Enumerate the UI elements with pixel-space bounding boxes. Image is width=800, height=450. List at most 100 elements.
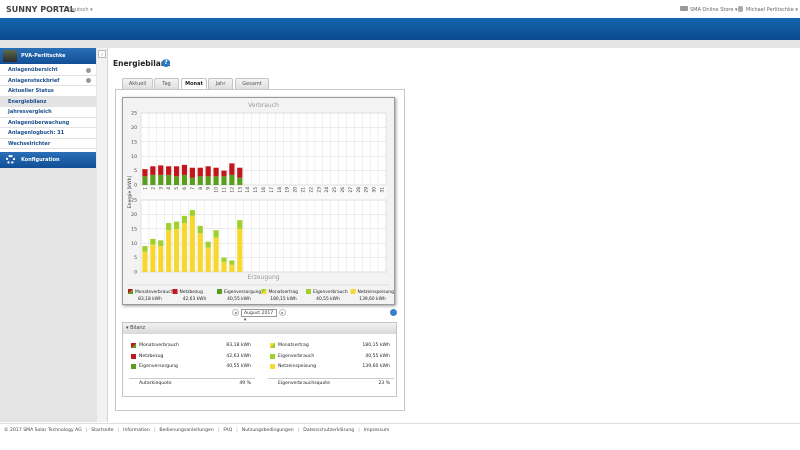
bar <box>221 170 227 177</box>
bilanz-icon <box>270 364 275 369</box>
footer-link[interactable]: Datenschutzerklärung <box>303 428 355 433</box>
next-month[interactable]: ▸ <box>279 309 286 316</box>
y-tick-label: 25 <box>131 111 137 117</box>
y-tick-label: 5 <box>134 255 137 261</box>
bar <box>166 223 172 231</box>
sidebar: PVA-Perlitschke Anlagenübersicht Anlagens… <box>0 48 96 168</box>
export-icon[interactable] <box>390 309 397 316</box>
help-icon[interactable]: ? <box>162 59 170 67</box>
month: August 2017 <box>244 311 274 316</box>
menu-item[interactable]: Energiebilanz <box>0 96 96 107</box>
bar <box>237 177 243 185</box>
footer-link[interactable]: Bedienungsanleitungen <box>159 428 214 433</box>
menu-item[interactable]: Anlagenüberwachung <box>0 118 96 128</box>
x-tick-label: 18 <box>277 187 283 193</box>
bar <box>158 174 164 185</box>
config-label: Konfiguration <box>21 157 60 163</box>
x-tick-label: 4 <box>166 187 172 190</box>
plant-image <box>3 50 17 62</box>
plant-header[interactable]: PVA-Perlitschke <box>0 48 96 64</box>
footer-link[interactable]: Nutzungsbedingungen <box>241 428 294 433</box>
x-tick-label: 3 <box>158 187 164 190</box>
bar <box>189 215 195 272</box>
bar <box>229 174 235 185</box>
panel <box>115 89 405 411</box>
copyright: © 2017 SMA Solar Technology AG <box>4 428 82 433</box>
bar <box>197 176 203 185</box>
footer-link[interactable]: FAQ <box>223 428 233 433</box>
divider <box>129 378 255 379</box>
footer-link[interactable]: Information <box>123 428 150 433</box>
bar <box>150 166 156 175</box>
y-axis-label: Energie [kWh] <box>127 175 133 208</box>
bilanz-icon <box>270 353 275 359</box>
legend-swatch <box>217 289 222 294</box>
tab[interactable]: Monat <box>181 78 207 90</box>
bar <box>213 167 219 177</box>
x-tick-label: 6 <box>182 187 188 190</box>
bar <box>181 164 188 175</box>
x-tick-label: 30 <box>372 187 378 193</box>
bilanz-icon <box>131 343 136 348</box>
menu-item[interactable]: Jahresvergleich <box>0 107 96 118</box>
bar <box>150 244 156 272</box>
separator: | <box>117 428 120 433</box>
tab[interactable]: Gesamt <box>235 78 269 89</box>
y-tick-label: 10 <box>131 154 137 160</box>
x-tick-label: 28 <box>356 187 362 193</box>
quote-label: Autarkiequote <box>139 381 172 386</box>
quote-label: Eigenverbrauchsquote <box>278 381 330 386</box>
gear-icon <box>6 155 15 164</box>
language-select[interactable]: Deutsch ▾ <box>68 7 93 13</box>
month-select[interactable]: August 2017 ▾ <box>241 309 277 323</box>
menu-item[interactable]: Aktueller Status <box>0 86 96 97</box>
bilanz-header[interactable]: ▾ Bilanz <box>123 323 396 334</box>
y-tick-label: 10 <box>131 241 137 247</box>
tab[interactable]: Jahr <box>208 78 233 89</box>
tab[interactable]: Aktuell <box>122 78 153 89</box>
separator: | <box>297 428 300 433</box>
footer-link[interactable]: Startseite <box>91 428 114 433</box>
bilanz-value: 40,55 kWh <box>226 364 251 369</box>
collapse-button[interactable]: ‹ <box>98 50 106 58</box>
bar <box>237 167 243 178</box>
bar <box>237 220 243 229</box>
bar <box>205 166 211 177</box>
quote-value: 23 % <box>378 381 390 386</box>
bar <box>142 251 148 272</box>
store-link[interactable]: SMA Online Store ▾ <box>690 7 738 13</box>
menu-item[interactable]: Wechselrichter <box>0 139 96 149</box>
store: SMA Online Store <box>690 7 734 13</box>
plot-area <box>140 112 387 186</box>
x-tick-label: 11 <box>221 187 227 193</box>
bar <box>221 261 227 272</box>
quote-value: 49 % <box>239 381 251 386</box>
bar <box>181 223 188 272</box>
legend-swatch <box>306 289 311 294</box>
bar <box>166 230 172 272</box>
x-tick-label: 23 <box>316 187 322 193</box>
cart-icon <box>680 6 688 11</box>
x-tick-label: 17 <box>269 187 275 193</box>
user-menu[interactable]: Michael Perlitschke ▾ <box>746 7 798 13</box>
bilanz-label: Monatsverbrauch <box>139 343 180 348</box>
prev-month[interactable]: ◂ <box>232 309 239 316</box>
bar <box>189 177 195 185</box>
item-icon <box>86 67 91 73</box>
menu-item[interactable]: Anlagensteckbrief <box>0 76 96 86</box>
bar <box>205 176 211 185</box>
separator: | <box>217 428 220 433</box>
user-icon <box>738 6 743 12</box>
menu-item[interactable]: Anlagenübersicht <box>0 65 96 76</box>
bar <box>158 165 164 175</box>
menu-item[interactable]: Anlagenlogbuch: 31 <box>0 128 96 139</box>
bar <box>205 247 211 272</box>
config-header[interactable]: Konfiguration <box>0 152 96 168</box>
tab[interactable]: Tag <box>154 78 179 89</box>
separator: | <box>236 428 238 433</box>
brand: SUNNY PORTAL <box>6 5 75 14</box>
bar <box>213 230 219 238</box>
footer-link[interactable]: Impressum <box>363 428 390 433</box>
